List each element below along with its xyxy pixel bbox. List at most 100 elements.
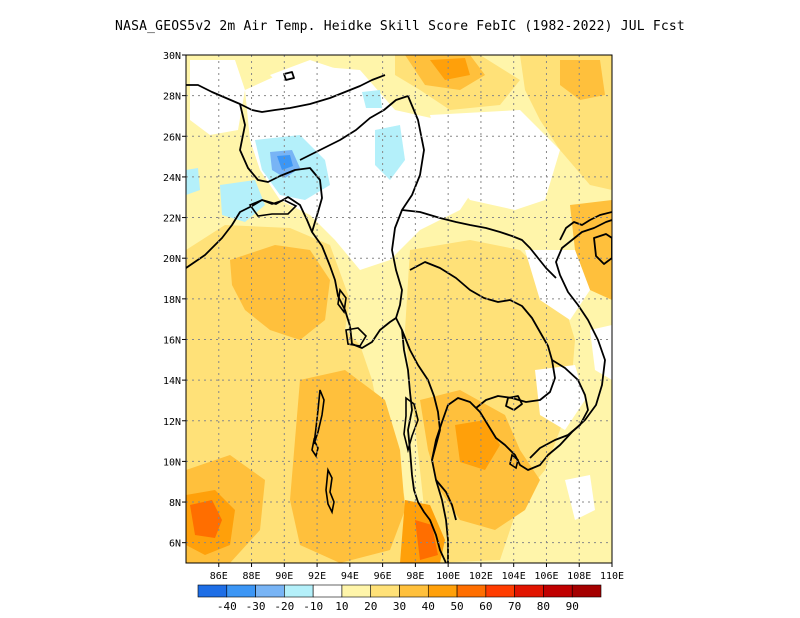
colorbar-label: 90 [566, 600, 579, 613]
field-50-north [430, 58, 470, 80]
lat-tick-label: 16N [163, 335, 181, 346]
colorbar-label: 10 [335, 600, 348, 613]
lat-tick-label: 6N [169, 539, 181, 550]
colorbar-swatch [370, 584, 400, 598]
lon-tick-label: 90E [275, 571, 293, 582]
colorbar-label: -30 [246, 600, 266, 613]
lon-tick-label: 98E [406, 571, 424, 582]
bengal-delta-islands [248, 199, 298, 217]
field-neg30-bengal [277, 155, 293, 170]
colorbar-label: -40 [217, 600, 237, 613]
colorbar-swatch [226, 584, 256, 598]
colorbar-label: 60 [479, 600, 492, 613]
latitude-labels: 30N 28N 26N 24N 22N 20N 18N 16N 14N 12N 10N 8N 6N [163, 51, 186, 550]
lon-tick-label: 108E [567, 571, 591, 582]
field-white-cambodia [535, 365, 585, 430]
border-malay [435, 479, 457, 521]
nicobar-islands [325, 467, 335, 515]
colorbar [197, 584, 602, 598]
lat-tick-label: 30N [163, 51, 181, 62]
coastline-hainan [593, 233, 612, 265]
colorbar-labels: -40 -30 -20 -10 10 20 30 40 50 60 70 80 90 [217, 600, 579, 613]
border-tibet-lake [283, 71, 295, 81]
colorbar-swatch [485, 584, 515, 598]
lat-tick-label: 28N [163, 92, 181, 103]
lon-tick-label: 92E [308, 571, 326, 582]
colorbar-swatch [543, 584, 573, 598]
field-white-tibet [270, 60, 340, 100]
mergui-archipelago [403, 396, 419, 454]
border-bangladesh [239, 103, 323, 233]
colorbar-swatch [456, 584, 487, 598]
field-60-west [190, 500, 222, 538]
colorbar-swatch [197, 584, 228, 598]
field-neg10-myanmar [375, 125, 405, 180]
arakan-islands [337, 287, 347, 315]
border-thailand-myanmar-south [401, 329, 441, 461]
field-white-central [430, 110, 560, 210]
colorbar-swatch [514, 584, 544, 598]
lon-tick-label: 102E [469, 571, 493, 582]
lon-tick-label: 100E [436, 571, 460, 582]
lon-tick-label: 110E [600, 571, 624, 582]
colorbar-swatch [399, 584, 429, 598]
lake-tonle-sap [505, 395, 523, 411]
field-neg10-west [186, 168, 200, 195]
colorbar-label: 50 [450, 600, 463, 613]
colorbar-label: -20 [274, 600, 294, 613]
lat-lon-grid [186, 55, 612, 563]
border-cambodia-vietnam [529, 359, 589, 459]
lat-tick-label: 10N [163, 457, 181, 468]
field-white-northwest [190, 60, 245, 135]
lat-tick-label: 14N [163, 376, 181, 387]
map-frame [185, 54, 613, 564]
islands [248, 199, 519, 515]
colorbar-swatch [571, 584, 602, 598]
map-title: NASA_GEOS5v2 2m Air Temp. Heidke Skill S… [115, 19, 685, 34]
field-40-bay [230, 245, 330, 340]
border-india-north [186, 74, 386, 113]
longitude-labels: 86E 88E 90E 92E 94E 96E 98E 100E 102E 104E 106E 108… [210, 563, 624, 582]
field-white-vietnam-coast [590, 325, 612, 380]
field-white-laos [525, 250, 590, 320]
colorbar-label: 30 [393, 600, 406, 613]
andaman-islands [313, 389, 325, 445]
lat-tick-label: 22N [163, 214, 181, 225]
colorbar-label: -10 [303, 600, 323, 613]
lat-tick-label: 18N [163, 295, 181, 306]
colorbar-label: 80 [537, 600, 550, 613]
lon-tick-label: 94E [341, 571, 359, 582]
lat-tick-label: 8N [169, 498, 181, 509]
lat-tick-label: 24N [163, 173, 181, 184]
lat-tick-label: 20N [163, 254, 181, 265]
field-60-south [415, 520, 438, 560]
lon-tick-label: 104E [502, 571, 526, 582]
colorbar-label: 70 [508, 600, 521, 613]
colorbar-swatch [341, 584, 372, 598]
coastline-thailand-gulf [431, 219, 612, 563]
irrawaddy-delta [345, 327, 368, 347]
colorbar-swatch [312, 584, 343, 598]
colorbar-swatch [284, 584, 314, 598]
colorbar-swatch [427, 584, 458, 598]
field-neg10-tibet [362, 90, 382, 108]
colorbar-label: 40 [422, 600, 435, 613]
lon-tick-label: 86E [210, 571, 228, 582]
colorbar-label: 20 [364, 600, 377, 613]
field-50-gulf [455, 420, 500, 470]
field-white-se [565, 475, 595, 520]
lat-tick-label: 26N [163, 132, 181, 143]
field-40-andaman [290, 370, 405, 563]
lon-tick-label: 106E [534, 571, 558, 582]
border-thailand-laos [409, 261, 556, 409]
lon-tick-label: 88E [243, 571, 261, 582]
lat-tick-label: 12N [163, 417, 181, 428]
coastline-china-south [559, 211, 612, 241]
border-myanmar-east [391, 95, 425, 319]
border-myanmar-west [299, 95, 409, 161]
field-40-northeast [560, 60, 605, 100]
field-white-ne-india [245, 65, 480, 270]
colorbar-swatch [255, 584, 285, 598]
lon-tick-label: 96E [374, 571, 392, 582]
